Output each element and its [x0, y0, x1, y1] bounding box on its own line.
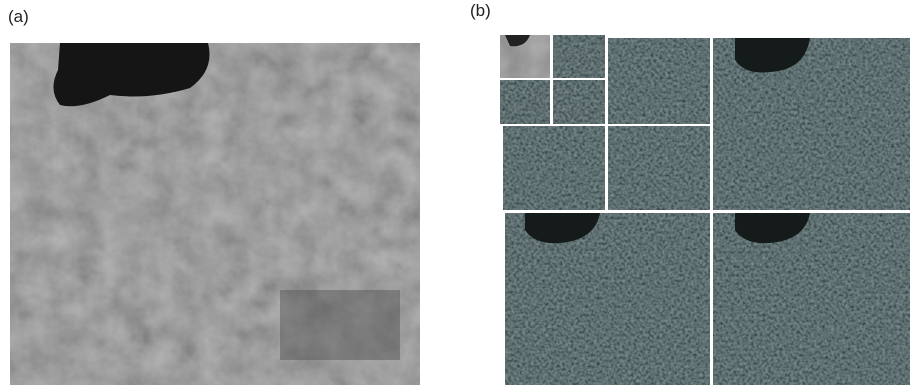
panel-label: (a) [8, 7, 29, 26]
panel-label: (b) [470, 1, 491, 20]
wavelet-decomposition [500, 35, 910, 385]
satellite-image [10, 43, 420, 385]
